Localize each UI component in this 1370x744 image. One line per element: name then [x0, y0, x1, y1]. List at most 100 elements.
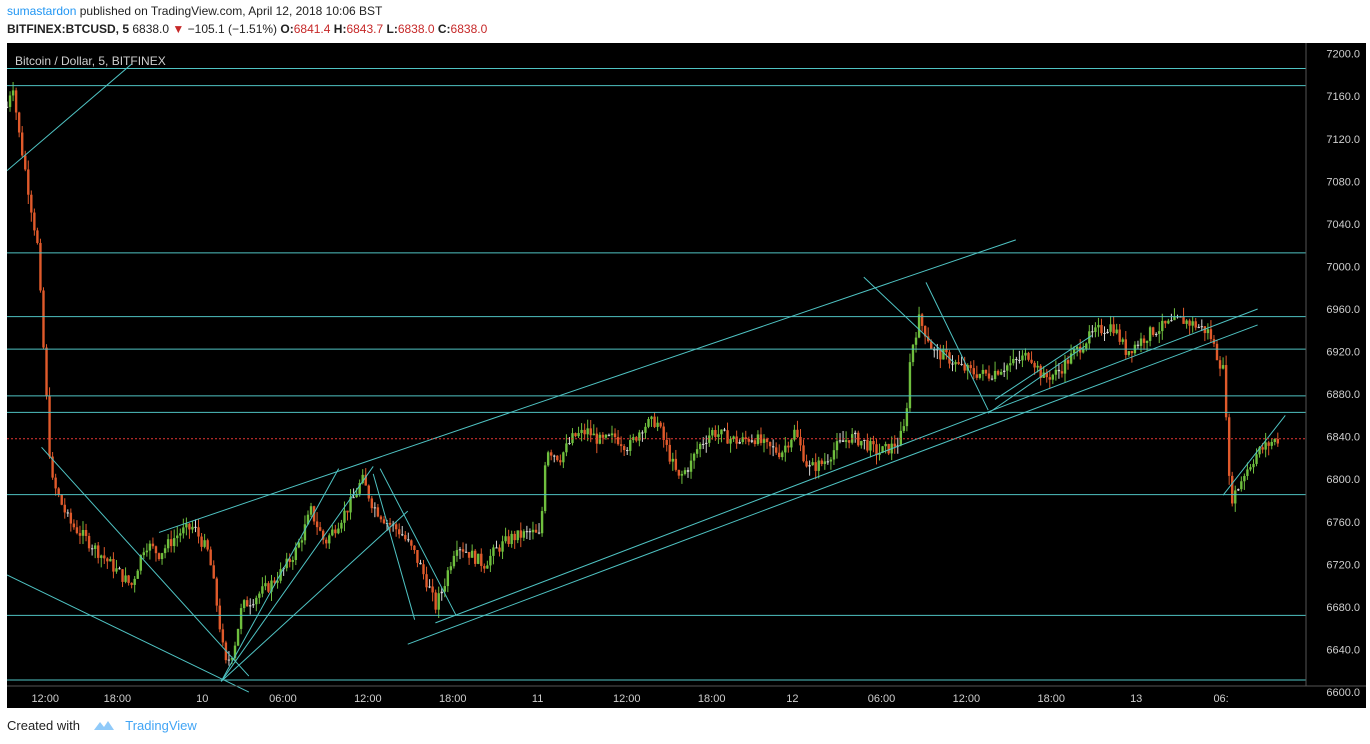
candle-body: [729, 438, 732, 444]
candle-body: [957, 362, 960, 364]
price-chart[interactable]: 7186.07169.97012.76952.86922.36878.46862…: [7, 43, 1366, 708]
candle-body: [112, 559, 115, 572]
candle-body: [781, 452, 784, 458]
candle-body: [358, 483, 361, 494]
candle-body: [1002, 370, 1006, 372]
candle-body: [1240, 481, 1243, 490]
candle-body: [1237, 489, 1240, 491]
candle-body: [820, 460, 823, 465]
candle-body: [349, 497, 352, 513]
candle-body: [723, 429, 726, 431]
candle-body: [829, 459, 833, 462]
trend-line: [41, 446, 250, 677]
candle-body: [470, 550, 474, 558]
candle-body: [592, 433, 595, 436]
candle-body: [702, 443, 705, 445]
candle-body: [458, 549, 462, 551]
candle-body: [805, 461, 808, 467]
high-value: 6843.7: [346, 22, 384, 36]
candle-body: [1130, 351, 1134, 354]
candle-body: [1024, 352, 1027, 356]
candle-body: [802, 445, 805, 462]
candle-body: [616, 437, 620, 445]
candle-body: [556, 455, 559, 461]
low-value: 6838.0: [397, 22, 435, 36]
candle-body: [1161, 320, 1164, 332]
candle-body: [1218, 360, 1222, 369]
candle-body: [321, 530, 325, 540]
candle-body: [692, 453, 696, 461]
candle-body: [230, 657, 234, 660]
candle-body: [577, 433, 580, 437]
candle-body: [732, 436, 735, 439]
candle-body: [103, 555, 106, 559]
candle-body: [14, 90, 18, 113]
candle-body: [1075, 346, 1079, 350]
tradingview-link[interactable]: TradingView: [125, 718, 197, 733]
candle-body: [644, 426, 647, 433]
candle-body: [866, 439, 869, 451]
candle-body: [394, 524, 398, 530]
candle-body: [774, 447, 778, 453]
candle-body: [142, 552, 146, 556]
candle-body: [683, 470, 687, 474]
candle-body: [294, 547, 298, 561]
candle-body: [139, 555, 142, 571]
candle-body: [182, 527, 185, 534]
trend-line: [435, 308, 1258, 624]
candle-body: [1276, 439, 1280, 444]
candle-body: [477, 553, 480, 564]
candle-body: [160, 553, 164, 560]
candle-body: [352, 497, 355, 499]
candle-body: [483, 565, 486, 569]
candle-body: [33, 212, 36, 231]
price-tick-label: 7120.0: [1326, 134, 1360, 146]
candle-body: [106, 558, 109, 562]
candle-body: [930, 341, 933, 350]
time-tick-label: 12:00: [354, 693, 382, 705]
time-tick-label: 06:: [1213, 693, 1228, 705]
candle-body: [565, 443, 568, 453]
candle-body: [1033, 362, 1036, 368]
candle-body: [480, 553, 483, 566]
candle-body: [589, 428, 592, 436]
symbol-name: BITFINEX:BTCUSD, 5: [7, 22, 130, 36]
candle-body: [1170, 320, 1173, 322]
candle-body: [689, 460, 693, 472]
candle-body: [422, 564, 425, 575]
candle-body: [1069, 353, 1073, 364]
candle-body: [607, 434, 611, 436]
candle-body: [261, 586, 264, 594]
candle-body: [1121, 339, 1124, 342]
chart-area[interactable]: 7186.07169.97012.76952.86922.36878.46862…: [7, 43, 1366, 708]
candle-body: [130, 582, 133, 585]
publisher-username[interactable]: sumastardon: [7, 4, 77, 18]
candle-body: [708, 435, 711, 443]
candle-body: [437, 593, 440, 610]
candle-body: [1200, 326, 1204, 328]
candle-body: [601, 434, 605, 438]
candle-body: [1227, 417, 1231, 476]
candle-body: [7, 106, 9, 108]
candle-body: [1249, 467, 1252, 470]
candle-body: [559, 460, 562, 463]
candle-body: [881, 446, 884, 453]
trend-line: [994, 335, 1093, 400]
price-tick-label: 6640.0: [1326, 644, 1360, 656]
candle-body: [252, 604, 255, 606]
candle-body: [1270, 441, 1273, 446]
candle-body: [817, 460, 820, 471]
candle-body: [823, 461, 827, 465]
chart-title: Bitcoin / Dollar, 5, BITFINEX: [15, 54, 166, 68]
candle-body: [270, 580, 273, 592]
candle-body: [404, 535, 407, 540]
candle-body: [626, 450, 629, 452]
time-tick-label: 06:00: [868, 693, 896, 705]
candle-body: [902, 426, 906, 431]
close-label: C:: [437, 22, 451, 36]
candle-body: [397, 529, 401, 535]
footer: Created with TradingView: [7, 718, 197, 735]
candle-body: [328, 535, 331, 544]
candle-body: [583, 429, 586, 435]
candle-body: [969, 365, 972, 369]
